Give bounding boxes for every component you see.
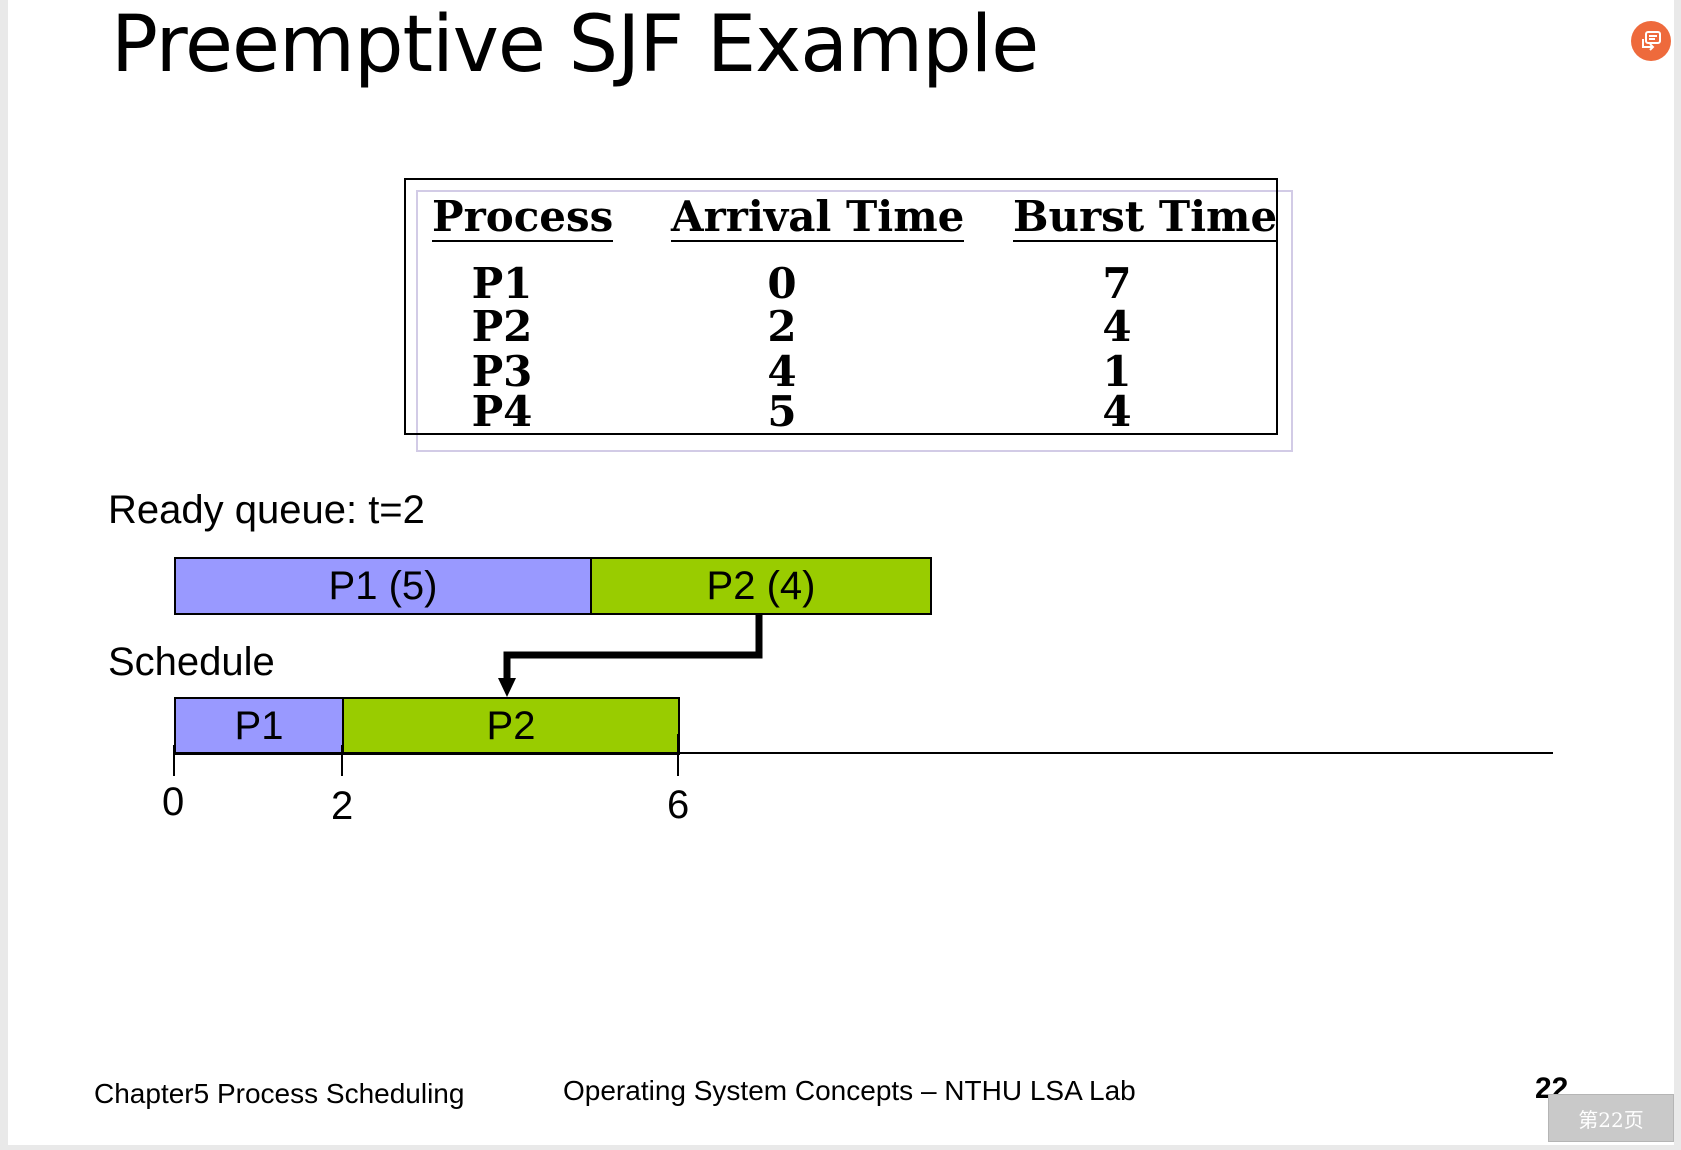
ready-queue-label: Ready queue: t=2 <box>108 488 425 532</box>
table-cell: 7 <box>1102 259 1132 308</box>
share-icon <box>1642 31 1661 51</box>
table-cell: P4 <box>471 387 533 436</box>
timeline-tick-label: 2 <box>331 784 354 828</box>
share-button[interactable] <box>1631 21 1671 61</box>
ready-queue-item: P2 (4) <box>590 557 932 615</box>
table-cell: 5 <box>767 387 797 436</box>
table-cell: P2 <box>471 302 533 351</box>
timeline-tick-label: 6 <box>667 783 690 827</box>
table-cell: 1 <box>1102 347 1132 396</box>
table-cell: 0 <box>767 259 797 308</box>
table-cell: 4 <box>767 347 797 396</box>
slide-title: Preemptive SJF Example <box>111 0 1039 90</box>
table-header-burst: Burst Time <box>1013 192 1278 242</box>
table-cell: P1 <box>471 259 533 308</box>
footer-course: Operating System Concepts – NTHU LSA Lab <box>563 1075 1136 1106</box>
schedule-block: P1 <box>174 697 344 755</box>
footer-chapter: Chapter5 Process Scheduling <box>94 1078 465 1109</box>
queue-to-schedule-arrow <box>498 615 763 697</box>
table-cell: 4 <box>1102 387 1132 436</box>
page-indicator: 第22页 <box>1548 1094 1674 1142</box>
table-header-process: Process <box>432 192 614 242</box>
schedule-block: P2 <box>342 697 680 755</box>
table-cell: 2 <box>767 302 797 351</box>
table-outline <box>416 190 1293 452</box>
process-table <box>404 178 1278 435</box>
table-cell: P3 <box>471 347 533 396</box>
timeline-tick-label: 0 <box>162 780 185 824</box>
schedule-label: Schedule <box>108 640 275 684</box>
table-header-arrival: Arrival Time <box>671 192 965 242</box>
table-cell: 4 <box>1102 302 1132 351</box>
ready-queue-item: P1 (5) <box>174 557 592 615</box>
slide: Preemptive SJF Example Process Arrival T… <box>8 0 1674 1145</box>
timeline-axis <box>173 734 1553 776</box>
